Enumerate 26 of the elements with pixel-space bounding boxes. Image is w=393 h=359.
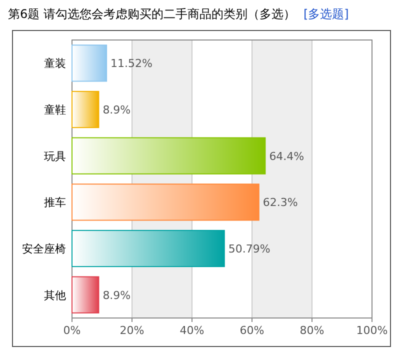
data-label: 62.3% — [262, 196, 298, 210]
y-tick-label: 玩具 — [44, 150, 66, 163]
bar — [72, 276, 100, 314]
y-tick-label: 其他 — [44, 288, 66, 302]
y-tick-label: 童鞋 — [44, 104, 66, 116]
x-tick-label: 40% — [180, 324, 204, 337]
x-tick-label: 0% — [63, 324, 81, 337]
data-label: 8.9% — [102, 288, 131, 302]
x-tick-label: 60% — [240, 324, 264, 337]
x-tick-label: 20% — [120, 324, 144, 337]
data-label: 50.79% — [228, 242, 270, 256]
y-tick-label: 推车 — [44, 196, 66, 210]
y-tick-label: 安全座椅 — [22, 242, 66, 256]
x-tick-label: 80% — [300, 324, 324, 337]
y-tick-label: 童装 — [44, 57, 66, 70]
data-label: 8.9% — [102, 104, 131, 116]
bar — [72, 230, 225, 268]
bar — [72, 137, 266, 174]
bar — [72, 184, 260, 221]
chart-title: 第6题 请勾选您会考虑购买的二手商品的类别（多选） — [8, 7, 296, 21]
x-tick-label: 100% — [356, 324, 388, 337]
bar — [72, 44, 108, 82]
bar — [72, 90, 100, 128]
data-label: 11.52% — [110, 57, 153, 70]
chart-subtitle: [多选题] — [303, 7, 349, 21]
data-label: 64.4% — [269, 150, 304, 163]
